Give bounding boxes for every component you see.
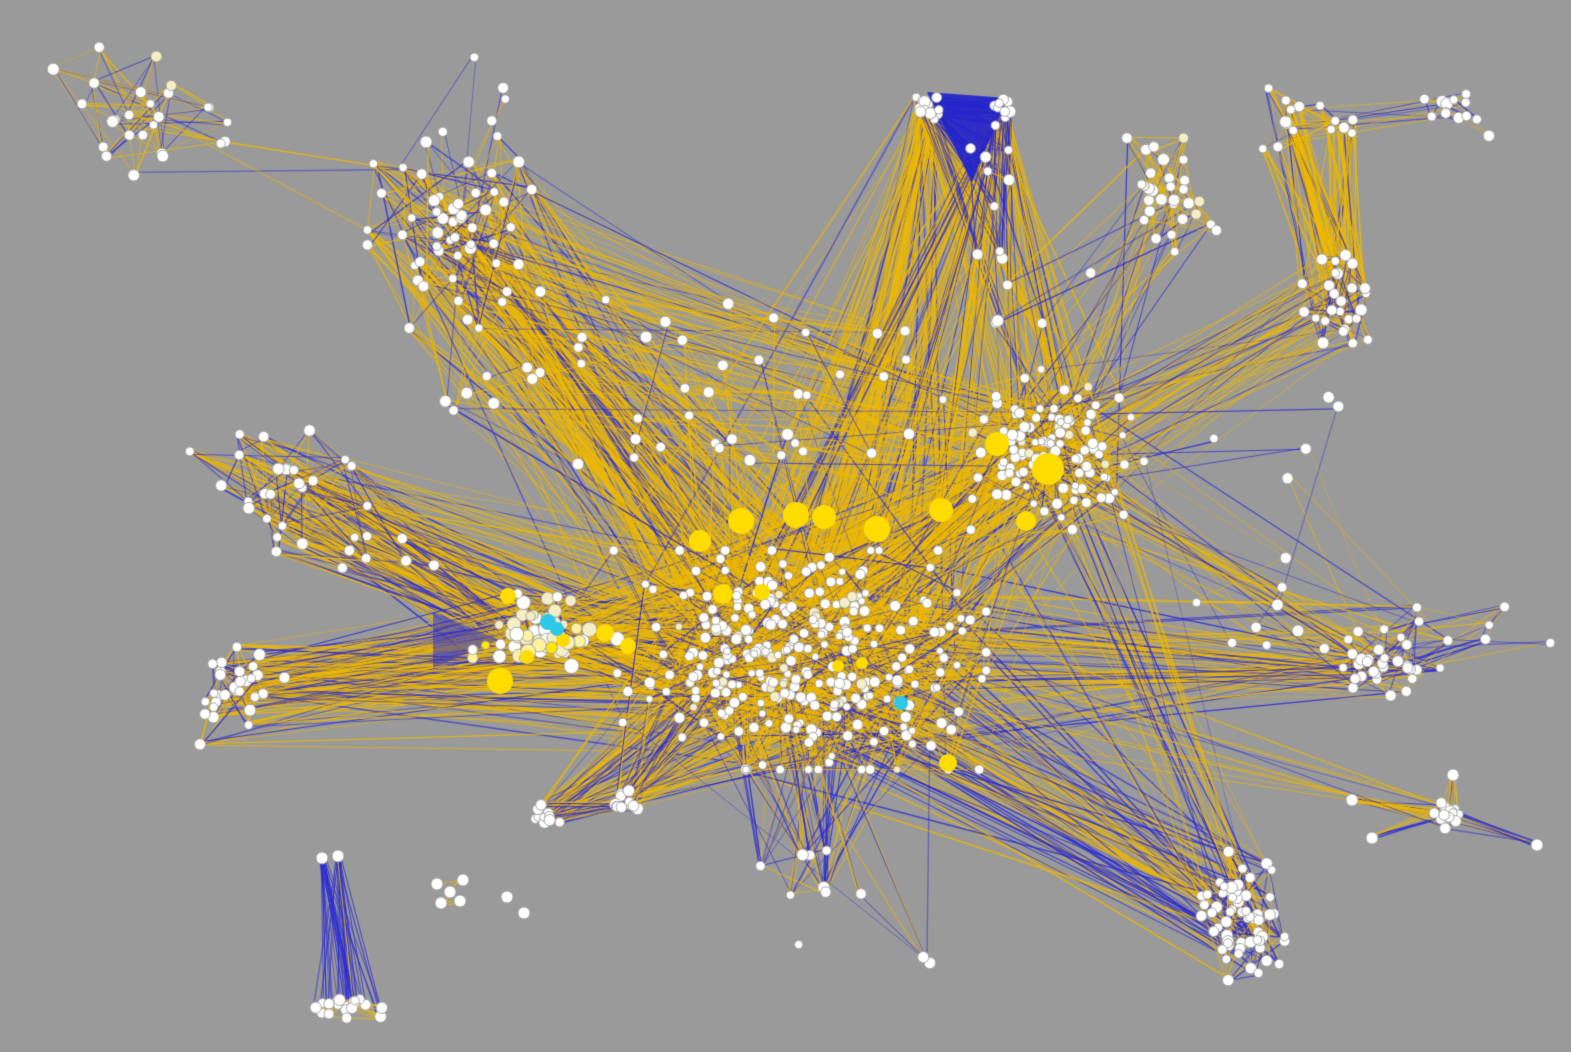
- network-graph-canvas[interactable]: [0, 0, 1571, 1052]
- graph-viewport: [0, 0, 1571, 1052]
